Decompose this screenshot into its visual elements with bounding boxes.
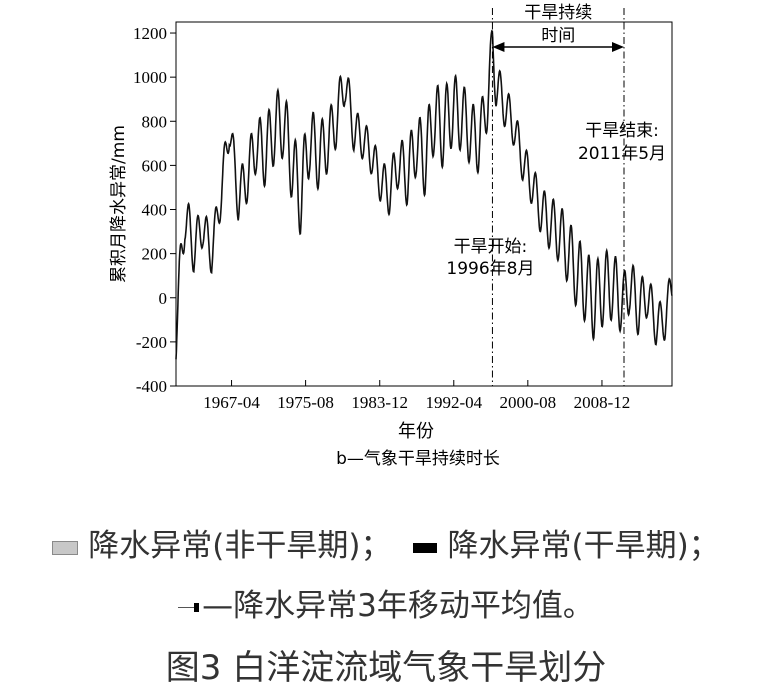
y-tick-label: 400 <box>142 201 168 220</box>
legend-row-1: 降水异常(非干旱期)； 降水异常(干旱期)； <box>0 520 772 565</box>
x-tick-label: 1983-12 <box>351 393 408 412</box>
drought-swatch <box>413 542 438 553</box>
y-tick-label: -200 <box>136 333 167 352</box>
x-axis-label: 年份 <box>398 421 434 442</box>
moving-average-swatch <box>178 601 200 615</box>
duration-label-line2: 时间 <box>541 26 575 46</box>
drought-label: 降水异常(干旱期)； <box>447 528 720 564</box>
x-tick-label: 1975-08 <box>277 393 334 412</box>
legend-row-2: —降水异常3年移动平均值。 <box>0 580 772 625</box>
y-tick-label: 1200 <box>133 24 167 43</box>
x-tick-label: 2008-12 <box>574 393 631 412</box>
duration-arrow-head-left <box>492 42 505 52</box>
drought-end-label-line1: 干旱结束: <box>585 121 659 141</box>
x-tick-label: 1992-04 <box>425 393 482 412</box>
y-tick-label: 800 <box>142 112 168 131</box>
nondrought-swatch <box>52 540 79 555</box>
y-axis-ticks: -400 -200 0 200 400 600 800 1000 1200 <box>133 24 176 396</box>
x-axis-ticks: 1967-04 1975-08 1983-12 1992-04 2000-08 2008-… <box>203 380 630 412</box>
precip-anomaly-line <box>175 29 673 360</box>
x-tick-label: 2000-08 <box>499 393 556 412</box>
y-tick-label: 0 <box>159 289 168 308</box>
drought-end-label-line2: 2011年5月 <box>578 144 666 164</box>
moving-average-label: —降水异常3年移动平均值。 <box>202 588 594 624</box>
plot-frame <box>175 21 673 387</box>
figure-caption: 图3 白洋淀流域气象干旱划分 <box>165 648 607 688</box>
x-tick-label: 1967-04 <box>203 393 260 412</box>
y-tick-label: 1000 <box>133 68 167 87</box>
duration-arrow-head-right <box>612 42 624 52</box>
y-tick-label: 600 <box>142 156 168 175</box>
drought-start-label-line1: 干旱开始: <box>454 237 528 257</box>
chart-subtitle: b—气象干旱持续时长 <box>336 449 500 469</box>
drought-start-label-line2: 1996年8月 <box>446 259 534 279</box>
y-tick-label: -400 <box>136 377 167 396</box>
nondrought-label: 降水异常(非干旱期)； <box>88 528 392 564</box>
duration-label-line1: 干旱持续 <box>524 3 592 23</box>
y-tick-label: 200 <box>142 245 168 264</box>
drought-chart: -400 -200 0 200 400 600 800 1000 1200 1967-04 197… <box>109 3 673 469</box>
y-axis-label: 累积月降水异常/mm <box>109 125 129 283</box>
